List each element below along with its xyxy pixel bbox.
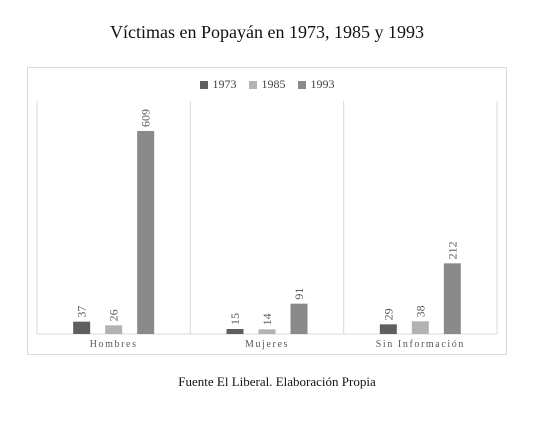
- bar-1993-1: [137, 131, 155, 334]
- legend-item-1993: 1993: [297, 77, 335, 92]
- legend-swatch-1993: [297, 80, 306, 89]
- data-label: 14: [260, 313, 274, 325]
- source-caption: Fuente El Liberal. Elaboración Propia: [178, 374, 376, 389]
- legend-label-1985: 1985: [261, 77, 286, 91]
- data-label: 26: [107, 309, 121, 321]
- bar-1973-2: [226, 329, 244, 334]
- chart-title: Víctimas en Popayán en 1973, 1985 y 1993: [110, 22, 424, 42]
- data-label: 38: [413, 305, 427, 317]
- chart-legend: 1973 1985 1993: [0, 77, 534, 92]
- data-label: 212: [445, 241, 459, 259]
- bar-1973-1: [73, 321, 91, 334]
- bar-1973-3: [379, 324, 397, 334]
- bar-1985-3: [411, 321, 429, 334]
- data-label: 37: [75, 306, 89, 318]
- category-tick-label: Sin Información: [376, 339, 465, 350]
- bar-1985-2: [258, 329, 276, 334]
- legend-item-1985: 1985: [248, 77, 286, 92]
- legend-label-1993: 1993: [310, 77, 335, 91]
- bar-1985-1: [105, 325, 123, 334]
- bar-1993-3: [443, 263, 461, 334]
- bar-1993-2: [290, 303, 308, 334]
- category-tick-label: Mujeres: [245, 339, 289, 350]
- data-label: 15: [228, 313, 242, 325]
- legend-item-1973: 1973: [199, 77, 237, 92]
- chart-frame: [27, 67, 507, 355]
- category-tick-label: Hombres: [90, 339, 138, 350]
- data-label: 29: [381, 308, 395, 320]
- legend-swatch-1973: [199, 80, 208, 89]
- legend-label-1973: 1973: [212, 77, 237, 91]
- data-label: 609: [139, 109, 153, 127]
- data-label: 91: [292, 288, 306, 300]
- legend-swatch-1985: [248, 80, 257, 89]
